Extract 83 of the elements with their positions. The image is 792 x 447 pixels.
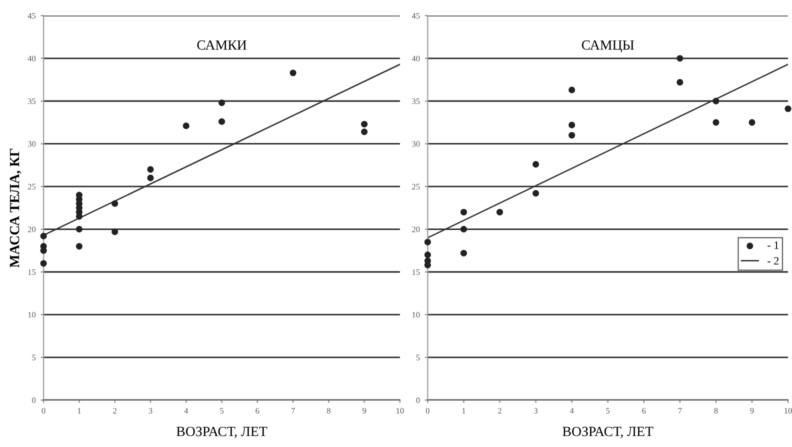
text: САМЦЫ bbox=[582, 40, 634, 53]
y-tick-label: 30 bbox=[412, 141, 420, 147]
text: САМКИ bbox=[197, 40, 246, 50]
x-tick-label: 9 bbox=[362, 408, 366, 414]
x-axis-title: ВОЗРАСТ, ЛЕТ bbox=[562, 426, 654, 438]
point bbox=[784, 105, 792, 112]
x-tick-label: 2 bbox=[113, 408, 116, 414]
point bbox=[532, 190, 540, 197]
x-tick-label: 6 bbox=[256, 408, 260, 414]
y-tick-label: 0 bbox=[32, 397, 36, 404]
point bbox=[424, 262, 431, 268]
x-tick-label: 3 bbox=[148, 408, 152, 414]
point bbox=[748, 119, 756, 126]
y-tick-label: 40 bbox=[412, 56, 420, 62]
y-tick-label: 45 bbox=[412, 13, 420, 19]
point bbox=[532, 160, 540, 168]
x-axis-title: ВОЗРАСТ, ЛЕТ bbox=[176, 426, 268, 438]
point bbox=[76, 213, 82, 220]
x-tick-label: 9 bbox=[750, 408, 754, 414]
x-tick-label: 6 bbox=[642, 408, 646, 414]
x-tick-label: 8 bbox=[714, 408, 718, 414]
point bbox=[568, 86, 576, 94]
y-tick-label: 25 bbox=[28, 184, 36, 190]
x-tick-label: 2 bbox=[498, 408, 502, 414]
point bbox=[496, 208, 504, 216]
y-tick-label: 15 bbox=[28, 269, 36, 275]
point bbox=[361, 128, 368, 136]
point bbox=[182, 122, 190, 130]
x-tick-label: 4 bbox=[184, 408, 188, 414]
x-tick-label: 0 bbox=[426, 408, 430, 414]
point bbox=[76, 243, 82, 250]
x-tick-label: 7 bbox=[678, 408, 682, 414]
point bbox=[424, 252, 431, 258]
y-tick-label: 35 bbox=[28, 98, 36, 104]
legend-label: - 2 bbox=[768, 257, 779, 265]
point bbox=[460, 208, 468, 216]
y-tick-label: 10 bbox=[412, 312, 420, 318]
point bbox=[676, 55, 684, 62]
point bbox=[568, 122, 576, 128]
x-tick-label: 1 bbox=[78, 408, 81, 414]
point bbox=[218, 118, 226, 125]
x-tick-label: 10 bbox=[784, 408, 792, 414]
y-tick-label: 0 bbox=[416, 397, 420, 404]
y-tick-label: 35 bbox=[412, 98, 420, 104]
point bbox=[76, 226, 82, 233]
x-tick-label: 5 bbox=[220, 408, 224, 414]
y-tick-label: 30 bbox=[28, 141, 36, 147]
x-tick-label: 3 bbox=[534, 408, 538, 414]
point bbox=[218, 99, 226, 106]
point bbox=[568, 132, 576, 139]
point bbox=[290, 70, 296, 76]
y-tick-label: 10 bbox=[28, 312, 36, 318]
y-tick-label: 20 bbox=[28, 226, 36, 232]
y-tick-label: 5 bbox=[416, 354, 420, 360]
y-tick-label: 20 bbox=[412, 226, 420, 232]
point bbox=[424, 238, 431, 246]
x-tick-label: 10 bbox=[396, 408, 404, 414]
y-tick-label: 25 bbox=[412, 184, 420, 190]
y-tick-label: 5 bbox=[32, 354, 36, 360]
x-tick-label: 0 bbox=[42, 408, 46, 414]
point bbox=[112, 200, 118, 207]
point bbox=[40, 232, 47, 240]
x-tick-label: 8 bbox=[326, 408, 330, 414]
point bbox=[460, 226, 468, 233]
point bbox=[147, 174, 154, 182]
y-tick-label: 15 bbox=[412, 269, 420, 275]
x-tick-label: 1 bbox=[462, 408, 466, 414]
point bbox=[712, 98, 720, 104]
point bbox=[40, 247, 47, 254]
x-tick-label: 4 bbox=[570, 408, 574, 414]
x-tick-label: 5 bbox=[606, 408, 610, 414]
x-tick-label: 7 bbox=[292, 408, 295, 414]
point bbox=[40, 260, 47, 267]
point bbox=[361, 120, 368, 128]
point bbox=[147, 166, 154, 173]
point bbox=[112, 228, 118, 236]
y-axis-title: МАССА ТЕЛА, КГ bbox=[10, 148, 22, 268]
y-tick-label: 45 bbox=[28, 13, 36, 19]
point bbox=[676, 78, 684, 86]
point bbox=[712, 119, 720, 126]
y-tick-label: 40 bbox=[28, 56, 36, 62]
legend-label: - 1 bbox=[768, 242, 778, 249]
point bbox=[460, 250, 468, 256]
